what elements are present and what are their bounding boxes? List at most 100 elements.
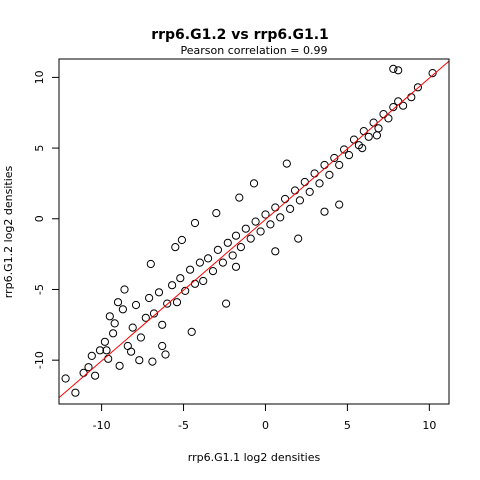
- data-point: [135, 356, 144, 365]
- fit-line: [59, 60, 449, 399]
- data-point: [276, 213, 285, 222]
- x-tick-label: -5: [178, 419, 189, 432]
- data-point: [228, 251, 237, 260]
- plot-frame: [58, 58, 450, 405]
- y-tick-label: 0: [33, 215, 46, 222]
- data-point: [104, 354, 113, 363]
- data-point: [128, 323, 137, 332]
- data-point: [158, 341, 167, 351]
- data-point: [131, 300, 141, 310]
- data-point: [315, 179, 324, 188]
- data-point: [235, 193, 244, 202]
- y-tick-label: 10: [33, 70, 46, 84]
- data-point: [249, 179, 259, 188]
- data-point: [372, 131, 381, 140]
- data-point: [266, 220, 275, 229]
- data-point: [384, 114, 393, 123]
- data-point: [158, 320, 167, 329]
- data-point: [84, 363, 93, 372]
- data-point: [146, 259, 155, 269]
- data-point: [212, 209, 221, 218]
- data-point: [251, 217, 260, 226]
- data-point: [389, 103, 398, 112]
- data-point: [113, 298, 123, 307]
- data-point: [399, 101, 408, 110]
- data-point: [389, 64, 398, 74]
- data-point: [282, 159, 291, 168]
- data-point: [407, 93, 416, 102]
- data-point: [127, 347, 136, 356]
- data-point: [91, 371, 100, 380]
- data-point: [281, 194, 290, 204]
- data-point: [394, 66, 403, 75]
- data-point: [163, 299, 172, 308]
- data-point: [290, 186, 300, 195]
- data-point: [394, 97, 403, 106]
- data-point: [208, 267, 218, 276]
- data-point: [102, 346, 111, 355]
- data-point: [61, 374, 70, 383]
- data-point: [149, 309, 159, 318]
- data-point: [181, 286, 190, 295]
- data-point: [335, 200, 344, 209]
- data-point: [199, 276, 208, 286]
- data-point: [190, 218, 200, 228]
- data-point: [261, 210, 270, 219]
- chart-title: rrp6.G1.2 vs rrp6.G1.1: [151, 27, 329, 43]
- data-point: [100, 337, 110, 346]
- data-point: [236, 243, 245, 252]
- data-point: [271, 203, 280, 212]
- data-point: [161, 350, 170, 359]
- x-axis: -10 -5 0 5 10: [93, 403, 436, 432]
- data-point: [141, 313, 150, 322]
- data-point: [305, 187, 314, 196]
- data-point: [176, 274, 185, 283]
- data-point: [95, 346, 105, 355]
- data-point: [120, 285, 129, 294]
- data-point: [325, 170, 334, 179]
- data-point: [295, 196, 304, 205]
- y-tick-label: -5: [33, 284, 46, 295]
- data-point: [213, 245, 222, 254]
- data-point: [195, 258, 204, 267]
- data-point: [231, 231, 241, 240]
- data-point: [87, 351, 96, 360]
- data-point: [344, 151, 354, 160]
- data-point: [231, 262, 241, 271]
- data-point: [241, 224, 250, 233]
- data-point: [204, 254, 213, 263]
- data-point: [320, 207, 329, 216]
- data-point: [171, 243, 180, 252]
- data-point: [172, 298, 182, 307]
- x-tick-label: 5: [344, 419, 351, 432]
- data-point: [177, 235, 186, 245]
- data-point: [222, 299, 231, 308]
- data-point: [223, 238, 232, 247]
- x-axis-label: rrp6.G1.1 log2 densities: [188, 451, 321, 464]
- data-point: [286, 204, 295, 213]
- data-point: [358, 144, 367, 153]
- data-point: [300, 177, 309, 187]
- data-point: [145, 293, 154, 303]
- data-point: [256, 227, 265, 236]
- y-axis: -10 -5 0 5 10: [33, 70, 60, 369]
- data-point: [335, 160, 344, 170]
- data-point: [340, 145, 349, 154]
- x-tick-label: -10: [93, 419, 111, 432]
- data-point: [115, 361, 124, 370]
- y-tick-label: -10: [33, 351, 46, 369]
- data-point: [186, 265, 195, 274]
- data-point: [148, 357, 157, 366]
- data-point: [154, 288, 164, 297]
- data-point: [379, 110, 388, 119]
- data-point: [310, 169, 319, 178]
- data-point: [190, 279, 200, 288]
- data-point: [110, 319, 119, 328]
- data-point: [71, 388, 80, 397]
- data-point: [330, 153, 339, 163]
- data-point: [320, 160, 329, 170]
- data-point: [374, 124, 383, 133]
- y-tick-label: 5: [33, 145, 46, 152]
- data-point: [136, 333, 145, 342]
